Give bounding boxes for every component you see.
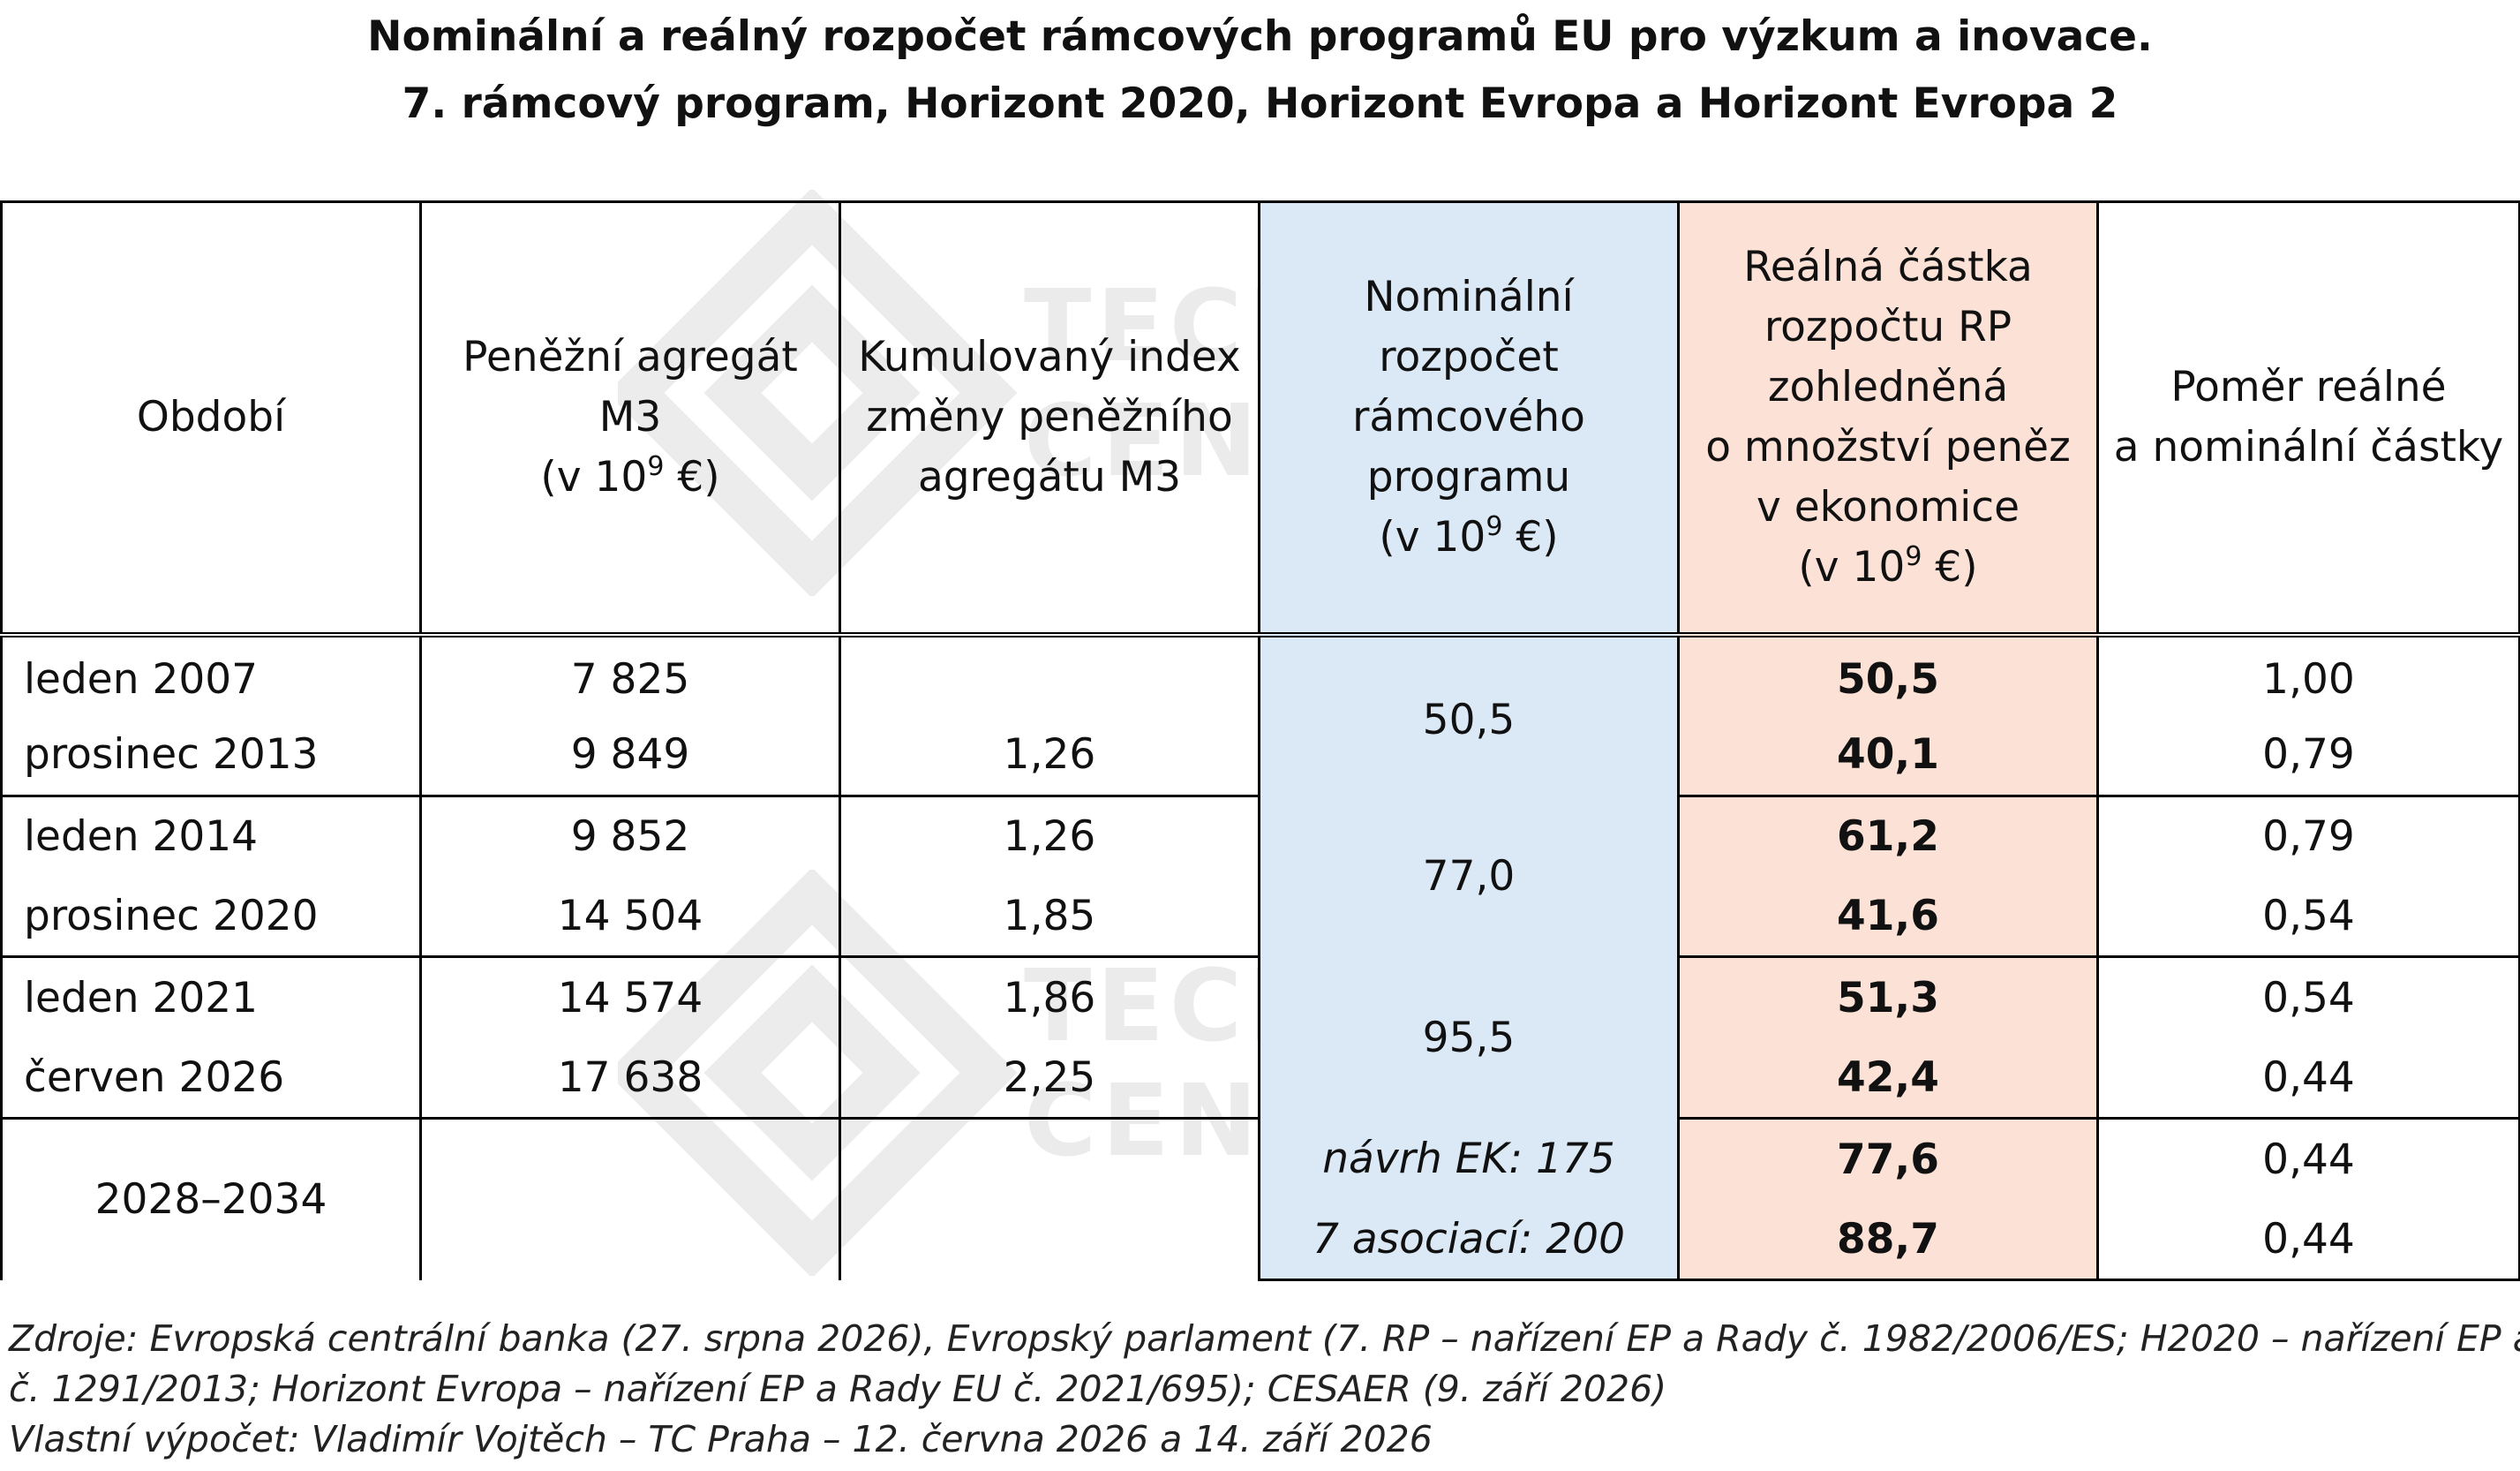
cell-real: 40,1 (1677, 714, 2099, 797)
table-row: 7 asociací: 200 88,7 0,44 (2, 1199, 2520, 1282)
cell-period: prosinec 2013 (0, 714, 422, 797)
header-ratio: Poměr reálné a nominální částky (2096, 200, 2520, 637)
sources-line-1: Zdroje: Evropská centrální banka (27. sr… (9, 1317, 2520, 1360)
header-index: Kumulovaný index změny peněžního agregát… (839, 200, 1260, 637)
header-real-unit: (v 109 €) (1798, 540, 1978, 592)
cell-real: 88,7 (1677, 1199, 2099, 1282)
header-real-line-5: v ekonomice (1756, 482, 2020, 532)
cell-ratio: 0,54 (2096, 956, 2520, 1038)
cell-ratio: 1,00 (2096, 634, 2520, 715)
cell-period: leden 2014 (0, 796, 422, 877)
cell-m3: 14 504 (419, 876, 841, 959)
cell-real: 50,5 (1677, 634, 2099, 715)
table-row: prosinec 2013 9 849 1,26 40,1 0,79 (0, 714, 2520, 797)
header-ratio-line-1: Poměr reálné (2170, 362, 2447, 411)
header-nominal-line-1: Nominální (1364, 272, 1574, 321)
table-row: leden 2007 7 825 50,5 50,5 1,00 (0, 634, 2520, 796)
cell-nominal-proposal-assoc: 7 asociací: 200 (1258, 1199, 1680, 1282)
header-nominal-line-4: programu (1366, 452, 1571, 502)
cell-index (839, 1118, 1260, 1280)
header-real-line-4: o množství peněz (1705, 422, 2071, 471)
cell-m3: 14 574 (419, 956, 841, 1038)
header-nominal: Nominální rozpočet rámcového programu (v… (1258, 200, 1680, 637)
cell-index: 2,25 (839, 1037, 1260, 1120)
cell-period: leden 2007 (0, 634, 422, 715)
header-real-line-3: zohledněná (1767, 362, 2009, 411)
cell-period: leden 2021 (0, 956, 422, 1038)
cell-index: 1,85 (839, 876, 1260, 959)
table-header-row: Období Peněžní agregát M3 (v 109 €) Kumu… (0, 200, 2520, 637)
cell-real: 77,6 (1677, 1118, 2099, 1200)
cell-index: 1,86 (839, 956, 1260, 1038)
cell-ratio: 0,44 (2096, 1037, 2520, 1120)
cell-real: 42,4 (1677, 1037, 2099, 1120)
header-real-line-2: rozpočtu RP (1764, 302, 2012, 351)
cell-ratio: 0,79 (2096, 714, 2520, 797)
cell-ratio: 0,44 (2096, 1118, 2520, 1200)
sources-line-2: č. 1291/2013; Horizont Evropa – nařízení… (9, 1368, 1667, 1410)
table-row: leden 2014 9 852 1,26 77,0 61,2 0,79 (0, 796, 2520, 957)
cell-ratio: 0,44 (2096, 1199, 2520, 1282)
chart-title-line-1: Nominální a reálný rozpočet rámcových pr… (367, 12, 2153, 61)
cell-nominal-fp7: 50,5 (1258, 634, 1680, 796)
header-ratio-line-2: a nominální částky (2113, 422, 2504, 471)
cell-index: 1,26 (839, 796, 1260, 877)
header-m3-unit: (v 109 €) (540, 450, 720, 502)
cell-ratio: 0,79 (2096, 796, 2520, 877)
cell-period: 2028–2034 (0, 1118, 422, 1280)
cell-real: 61,2 (1677, 796, 2099, 877)
cell-index (839, 634, 1260, 715)
cell-real: 41,6 (1677, 876, 2099, 959)
header-period-label: Období (136, 392, 286, 441)
sources-note: Zdroje: Evropská centrální banka (27. sr… (9, 1314, 2520, 1465)
budget-table: Období Peněžní agregát M3 (v 109 €) Kumu… (0, 200, 2520, 1282)
cell-m3: 9 849 (419, 714, 841, 797)
sources-line-3: Vlastní výpočet: Vladimír Vojtěch – TC P… (9, 1418, 1433, 1460)
table-row: leden 2021 14 574 1,86 95,5 51,3 0,54 (0, 956, 2520, 1119)
chart-title-line-2: 7. rámcový program, Horizont 2020, Horiz… (402, 79, 2118, 128)
cell-ratio: 0,54 (2096, 876, 2520, 959)
header-nominal-line-2: rozpočet (1379, 332, 1559, 381)
cell-m3: 7 825 (419, 634, 841, 715)
cell-nominal-h2020: 77,0 (1258, 796, 1680, 957)
header-m3-line-1: Peněžní agregát (463, 332, 798, 381)
cell-period: červen 2026 (0, 1037, 422, 1120)
cell-m3 (419, 1118, 841, 1280)
cell-m3: 9 852 (419, 796, 841, 877)
header-index-line-1: Kumulovaný index (858, 332, 1241, 381)
header-real-line-1: Reálná částka (1743, 242, 2033, 291)
cell-real: 51,3 (1677, 956, 2099, 1038)
header-index-line-2: změny peněžního (866, 392, 1233, 441)
cell-nominal-proposal-ec: návrh EK: 175 (1258, 1118, 1680, 1200)
cell-nominal-he: 95,5 (1258, 956, 1680, 1119)
header-nominal-line-3: rámcového (1352, 392, 1585, 441)
header-index-line-3: agregátu M3 (917, 452, 1182, 502)
header-real: Reálná částka rozpočtu RP zohledněná o m… (1677, 200, 2099, 637)
header-period: Období (0, 200, 422, 637)
header-m3: Peněžní agregát M3 (v 109 €) (419, 200, 841, 637)
header-nominal-unit: (v 109 €) (1379, 510, 1559, 562)
cell-index: 1,26 (839, 714, 1260, 797)
cell-period: prosinec 2020 (0, 876, 422, 959)
cell-m3: 17 638 (419, 1037, 841, 1120)
header-m3-line-2: M3 (598, 392, 662, 441)
table-row: 2028–2034 návrh EK: 175 77,6 0,44 (0, 1118, 2520, 1280)
